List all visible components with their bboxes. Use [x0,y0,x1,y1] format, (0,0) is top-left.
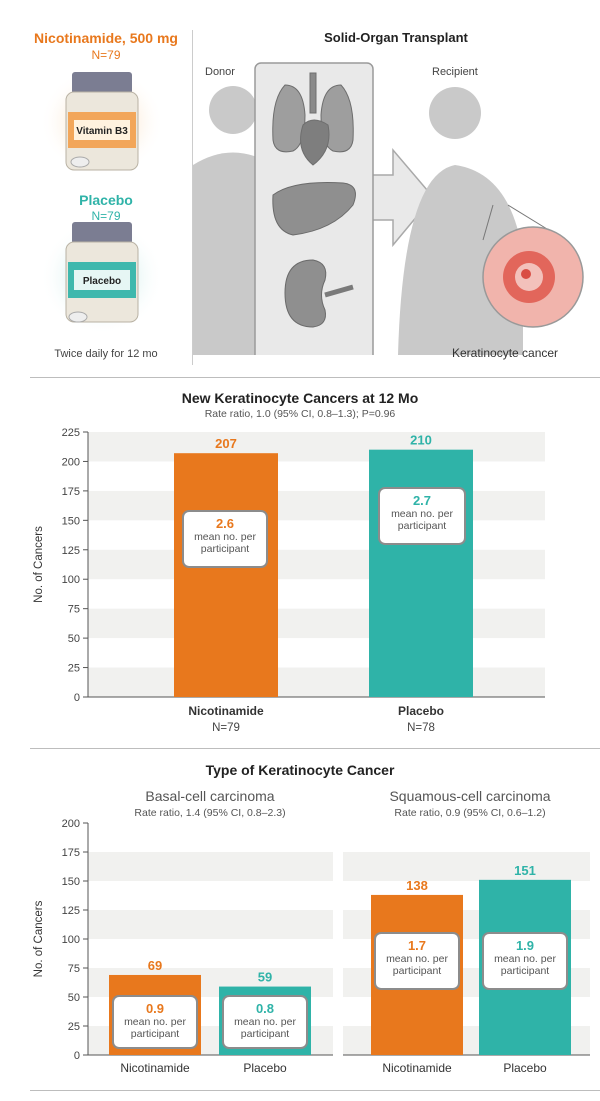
chart1-subtitle: Rate ratio, 1.0 (95% CI, 0.8–1.3); P=0.9… [204,408,396,420]
chart1-grid-band [88,608,545,639]
chart1-category-label: Placebo [398,704,444,718]
arm-placebo-title: Placebo [79,192,133,208]
chart1-mean-label-nicotinamide: mean no. per participant [194,531,256,555]
chart1-grid-band [88,667,545,697]
chart1-category-n: N=78 [407,722,435,734]
chart1-svg: 0 25 50 75 100 125 150 175 200 225 No. of Cancers 2… [33,427,545,734]
recipient-label: Recipient [432,66,478,78]
scc-mean-box-placebo: 1.9 mean no. per participant [482,932,568,990]
chart1-bar-nicotinamide [174,453,278,697]
section-divider-2 [30,748,600,749]
transplant-illustration [193,62,584,355]
scc-mean-nicotinamide: 1.7 [407,938,427,953]
chart1-grid-band [88,490,545,521]
panel-divider [192,30,193,365]
scc-category-label: Placebo [503,1061,547,1075]
placebo-bottle-label: Placebo [83,276,121,287]
chart2-ytick-label: 200 [62,818,80,830]
arm-nicotinamide-n: N=79 [91,48,121,62]
chart1-grid-band [88,549,545,580]
chart1-ytick-label: 0 [74,692,80,704]
vitamin-bottle-label: Vitamin B3 [76,126,128,137]
arm-placebo-n: N=79 [91,209,121,223]
chart1-ytick-label: 25 [68,663,80,675]
kidney-icon [284,259,327,328]
scc-mean-label-placebo: mean no. per participant [494,953,556,977]
bcc-category-label: Placebo [243,1061,287,1075]
chart2-title: Type of Keratinocyte Cancer [205,762,395,778]
vitamin-bottle-icon: Vitamin B3 [65,72,139,171]
scc-mean-box-nicotinamide: 1.7 mean no. per participant [374,932,460,990]
chart2-ytick-label: 25 [68,1021,80,1033]
panel-bcc-subtitle: Rate ratio, 1.4 (95% CI, 0.8–2.3) [134,807,286,819]
lungs-heart-icon [272,72,354,166]
chart2-grid-band [88,910,333,939]
chart2-ytick-label: 175 [62,847,80,859]
chart2-grid-band [343,852,590,881]
chart2-ytick-label: 125 [62,905,80,917]
bcc-mean-placebo: 0.8 [255,1001,275,1016]
section-divider-1 [30,377,600,378]
chart1-y-label: No. of Cancers [33,526,45,603]
donor-silhouette-icon [193,86,273,355]
chart1-ytick-label: 125 [62,545,80,557]
arm-nicotinamide-title: Nicotinamide, 500 mg [34,30,178,46]
keratinocyte-lesion-icon [482,226,584,328]
chart1-ytick-label: 175 [62,486,80,498]
panel-bcc-title: Basal-cell carcinoma [145,788,275,804]
dosing-text: Twice daily for 12 mo [54,348,158,360]
bcc-category-label: Nicotinamide [120,1061,190,1075]
placebo-bottle-icon: Placebo [65,222,139,323]
panel-scc-subtitle: Rate ratio, 0.9 (95% CI, 0.6–1.2) [394,807,546,819]
chart1-mean-nicotinamide: 2.6 [215,516,235,531]
chart2-ytick-label: 150 [62,876,80,888]
bcc-mean-box-nicotinamide: 0.9 mean no. per participant [112,995,198,1049]
chart2-ytick-label: 50 [68,992,80,1004]
chart1-mean-box-nicotinamide: 2.6 mean no. per participant [182,510,268,568]
scc-mean-label-nicotinamide: mean no. per participant [386,953,448,977]
chart1-category-n: N=79 [212,722,240,734]
chart2-grid-band [88,852,333,881]
scc-value-label: 151 [514,863,536,878]
chart1-mean-placebo: 2.7 [412,493,432,508]
chart2-ytick-label: 100 [62,934,80,946]
bcc-mean-box-placebo: 0.8 mean no. per participant [222,995,308,1049]
chart1-ytick-label: 150 [62,515,80,527]
chart1-ytick-label: 100 [62,574,80,586]
bcc-value-label: 69 [148,958,162,973]
lesion-label: Keratinocyte cancer [452,346,559,360]
donor-label: Donor [205,66,235,78]
bottle-illustrations: Vitamin B3 Placebo [40,67,164,335]
scc-mean-placebo: 1.9 [515,938,535,953]
liver-icon [272,182,356,236]
chart1-mean-box-placebo: 2.7 mean no. per participant [378,487,466,545]
transplant-title: Solid-Organ Transplant [324,30,468,45]
panel-scc-title: Squamous-cell carcinoma [389,788,551,804]
chart1-mean-label-placebo: mean no. per participant [391,508,453,532]
bcc-mean-nicotinamide: 0.9 [145,1001,165,1016]
chart2-ytick-label: 75 [68,963,80,975]
scc-category-label: Nicotinamide [382,1061,452,1075]
recipient-silhouette-icon [398,87,523,355]
chart1-grid-band [88,432,545,462]
chart1-value-label: 210 [410,433,432,448]
chart1-category-label: Nicotinamide [188,704,264,718]
chart1-ytick-label: 200 [62,456,80,468]
bcc-mean-label-nicotinamide: mean no. per participant [124,1016,186,1040]
scc-value-label: 138 [406,878,428,893]
chart2-y-label: No. of Cancers [33,900,45,977]
bcc-mean-label-placebo: mean no. per participant [234,1016,296,1040]
chart2-ytick-label: 0 [74,1050,80,1062]
bcc-value-label: 59 [258,970,272,985]
chart1-ytick-label: 50 [68,633,80,645]
chart1-ytick-label: 225 [62,427,80,439]
section-divider-3 [30,1090,600,1091]
chart1-title: New Keratinocyte Cancers at 12 Mo [181,390,419,406]
chart1-ytick-label: 75 [68,604,80,616]
chart1-value-label: 207 [215,436,237,451]
